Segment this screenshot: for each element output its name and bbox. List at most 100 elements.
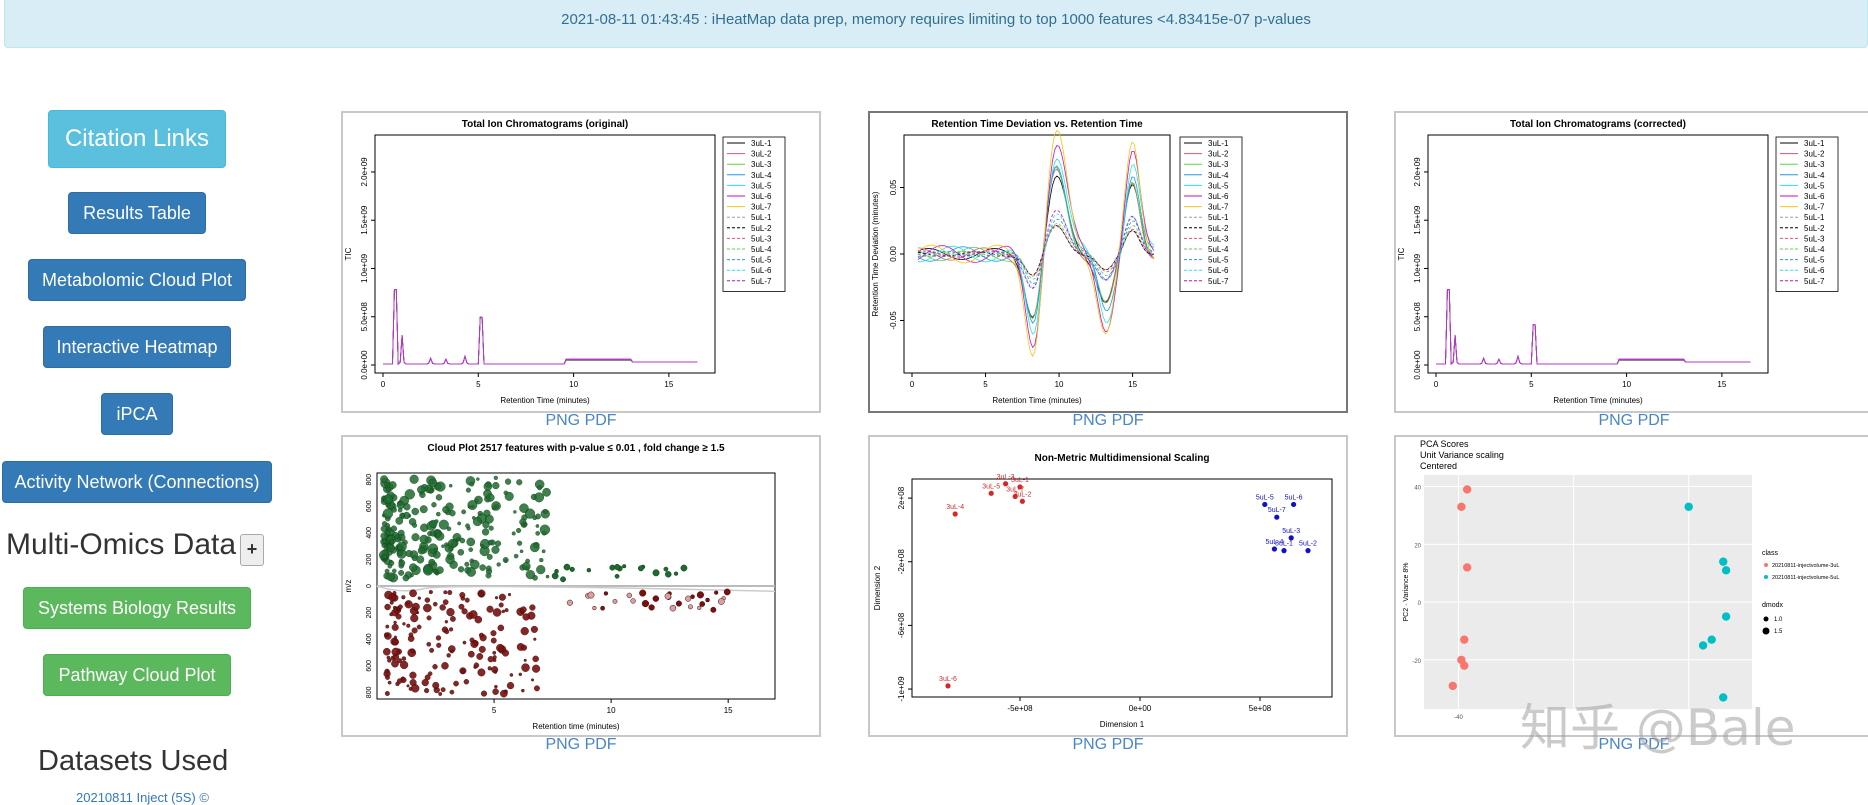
- legend-label: 3uL-5: [1208, 181, 1229, 190]
- cloud-point-down: [587, 591, 595, 599]
- pca-plot[interactable]: PCA Scores Unit Variance scaling Centered 4…: [1394, 435, 1868, 737]
- pca-point-5uL: [1719, 557, 1728, 566]
- pdf-link[interactable]: PDF: [1111, 412, 1144, 429]
- cloud-point-up: [542, 487, 551, 497]
- cloud-point-up: [504, 491, 514, 501]
- tic-trace-5uL-4: [383, 289, 698, 365]
- legend-label: 3uL-6: [1208, 192, 1229, 201]
- cloud-point-down: [448, 627, 454, 632]
- cloud-point-up: [419, 505, 428, 514]
- cloud-point-up: [411, 555, 418, 562]
- cloud-point-down: [462, 640, 467, 645]
- nmds-point-3uL-3: [1003, 481, 1009, 487]
- cloud-point-down: [427, 671, 433, 676]
- pca-point-5uL: [1721, 566, 1731, 575]
- cloud-point-down: [500, 689, 508, 698]
- tic-trace-5uL-4: [1436, 289, 1751, 365]
- chart-title: PCA Scores: [1420, 439, 1469, 449]
- y-tick-label: 0.0e+00: [1413, 350, 1422, 380]
- pdf-link[interactable]: PDF: [1111, 736, 1144, 753]
- legend-label: 5uL-6: [1804, 266, 1825, 275]
- x-axis-label: Retention Time (minutes): [1553, 396, 1643, 405]
- legend-swatch: [1764, 563, 1768, 567]
- png-link[interactable]: PNG: [1598, 736, 1634, 753]
- cloud-point-up: [442, 506, 450, 514]
- x-tick-label: 10: [1622, 380, 1631, 389]
- cloud-point-up: [389, 538, 395, 545]
- legend-label: 3uL-7: [751, 203, 772, 212]
- cloud-point-down: [520, 644, 528, 651]
- cloud-point-up: [396, 501, 405, 509]
- pdf-link[interactable]: PDF: [1637, 412, 1670, 429]
- tic-trace-5uL-1: [383, 289, 698, 365]
- cloud-point-up: [457, 566, 465, 573]
- cloud-point-down: [411, 602, 420, 611]
- cloud-point-up: [435, 531, 445, 541]
- png-link[interactable]: PNG: [545, 736, 581, 753]
- pdf-link[interactable]: PDF: [584, 412, 617, 429]
- cloud-point-up: [380, 532, 388, 540]
- legend-swatch: [1764, 575, 1768, 579]
- dataset-link[interactable]: 20210811 Inject (5S) ©: [76, 790, 209, 805]
- y-axis-label: TIC: [344, 247, 353, 260]
- legend-size-title: dmodx: [1762, 602, 1784, 609]
- pdf-link[interactable]: PDF: [584, 736, 617, 753]
- cloud-point-up: [400, 513, 405, 518]
- cloud-point-up: [457, 521, 462, 526]
- cloud-point-down: [487, 656, 494, 663]
- results-table-button[interactable]: Results Table: [68, 192, 206, 234]
- nmds-chart: Non-Metric Multidimensional Scaling Dimen…: [873, 453, 1333, 729]
- x-tick-label: 15: [724, 706, 733, 715]
- cloud-point-down: [478, 645, 486, 653]
- cloud-point-up: [435, 481, 446, 492]
- cloud-point-down: [463, 679, 470, 685]
- pca-point-5uL: [1707, 635, 1716, 644]
- tic-original-chart: Total Ion Chromatograms (original) Retent…: [344, 119, 786, 405]
- tic-trace-3uL-4: [1436, 289, 1751, 365]
- cloud-point-up: [485, 572, 492, 579]
- pdf-link[interactable]: PDF: [1637, 736, 1670, 753]
- citation-links-button[interactable]: Citation Links: [48, 110, 226, 168]
- cloud-point-down: [480, 690, 488, 697]
- png-link[interactable]: PNG: [1072, 412, 1108, 429]
- legend-label: 5uL-3: [1804, 234, 1825, 243]
- cloud-point-down: [382, 647, 391, 656]
- cloud-point-down: [492, 688, 499, 695]
- cloud-point-up: [534, 492, 545, 503]
- cloud-point-up: [386, 572, 395, 582]
- cloud-point-up: [446, 526, 452, 532]
- cloud-point-up: [464, 561, 470, 567]
- cloud-point-up: [434, 547, 438, 552]
- systems-biology-results-button[interactable]: Systems Biology Results: [23, 587, 251, 629]
- ipca-button[interactable]: iPCA: [101, 393, 173, 435]
- tic-corrected-plot[interactable]: Total Ion Chromatograms (corrected) Reten…: [1394, 111, 1868, 413]
- datasets-used-title: Datasets Used: [38, 745, 229, 777]
- legend-label: 5uL-7: [1804, 277, 1825, 286]
- pathway-cloud-plot-button[interactable]: Pathway Cloud Plot: [43, 654, 231, 696]
- nmds-plot[interactable]: Non-Metric Multidimensional Scaling Dimen…: [868, 435, 1348, 737]
- tic-trace-3uL-3: [383, 289, 698, 365]
- cloud-plot[interactable]: Cloud Plot 2517 features with p-value ≤ …: [341, 435, 821, 737]
- tic-trace-5uL-7: [383, 289, 698, 365]
- cloud-point-down: [474, 615, 483, 624]
- activity-network-button[interactable]: Activity Network (Connections): [2, 461, 272, 503]
- x-tick-label: 5: [983, 380, 988, 389]
- rt-deviation-plot[interactable]: Retention Time Deviation vs. Retention T…: [868, 111, 1348, 413]
- cloud-point-up: [398, 569, 405, 576]
- nmds-point-label: 5uL-5: [1256, 494, 1274, 501]
- cloud-point-up: [448, 546, 453, 551]
- tic-trace-3uL-7: [383, 289, 698, 365]
- interactive-heatmap-button[interactable]: Interactive Heatmap: [43, 326, 231, 368]
- png-link[interactable]: PNG: [545, 412, 581, 429]
- cloud-point-down: [523, 658, 527, 662]
- multi-omics-toggle-button[interactable]: +: [240, 534, 264, 566]
- metabolomic-cloud-plot-button[interactable]: Metabolomic Cloud Plot: [28, 259, 246, 301]
- tic-original-plot[interactable]: Total Ion Chromatograms (original) Retent…: [341, 111, 821, 413]
- cloud-point-down: [440, 687, 446, 693]
- cloud-point-up: [428, 558, 436, 566]
- cloud-point-down: [506, 681, 515, 690]
- nmds-point-label: 5uL-4: [1265, 539, 1283, 546]
- png-link[interactable]: PNG: [1072, 736, 1108, 753]
- png-link[interactable]: PNG: [1598, 412, 1634, 429]
- y-axis-label: Dimension 2: [873, 565, 882, 610]
